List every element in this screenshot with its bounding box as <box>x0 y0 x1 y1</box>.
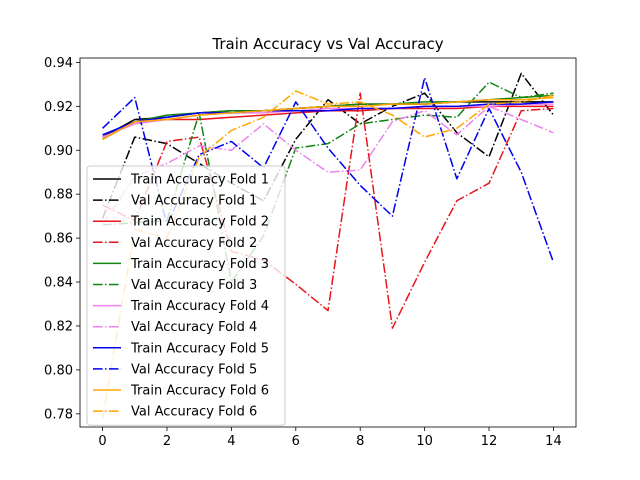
x-tick-label: 6 <box>292 434 300 449</box>
y-tick-label: 0.94 <box>44 56 73 71</box>
x-tick-label: 4 <box>227 434 235 449</box>
series-line-11 <box>102 96 554 140</box>
legend-label-3: Train Accuracy Fold 2 <box>130 215 269 230</box>
legend-label-5: Train Accuracy Fold 3 <box>130 257 269 272</box>
legend-label-12: Val Accuracy Fold 6 <box>131 405 257 420</box>
y-tick-label: 0.86 <box>44 232 73 247</box>
legend-label-6: Val Accuracy Fold 3 <box>131 278 257 293</box>
legend-label-10: Val Accuracy Fold 5 <box>131 362 257 377</box>
x-tick-label: 10 <box>416 434 433 449</box>
legend-label-4: Val Accuracy Fold 2 <box>131 236 257 251</box>
y-tick-label: 0.88 <box>44 188 73 203</box>
series-group <box>101 72 555 419</box>
legend-label-7: Train Accuracy Fold 4 <box>130 299 269 314</box>
series-line-12 <box>101 90 554 419</box>
chart-title: Train Accuracy vs Val Accuracy <box>211 35 443 53</box>
y-tick-label: 0.82 <box>44 319 73 334</box>
legend-label-2: Val Accuracy Fold 1 <box>131 194 257 209</box>
y-tick-label: 0.78 <box>44 407 73 422</box>
x-tick-label: 12 <box>481 434 498 449</box>
legend-box <box>86 165 286 426</box>
x-tick-label: 0 <box>98 434 106 449</box>
axes: 0 2 4 6 8 10 12 14 0.78 0.80 0.82 0.84 0.86 0.88 0.90 0… <box>44 56 577 449</box>
series-line-8 <box>101 105 554 226</box>
x-tick-label: 8 <box>356 434 364 449</box>
x-tick-label: 14 <box>545 434 562 449</box>
y-tick-label: 0.92 <box>44 100 73 115</box>
series-line-4 <box>102 92 554 329</box>
y-tick-label: 0.80 <box>44 363 73 378</box>
x-tick-label: 2 <box>163 434 171 449</box>
plot-area <box>101 72 555 419</box>
series-line-9 <box>102 101 554 136</box>
axes-frame <box>79 57 577 428</box>
y-tick-label: 0.90 <box>44 144 73 159</box>
legend-label-8: Val Accuracy Fold 4 <box>131 320 257 335</box>
series-line-2 <box>101 72 555 219</box>
y-tick-label: 0.84 <box>44 276 73 291</box>
legend-label-9: Train Accuracy Fold 5 <box>130 341 269 356</box>
legend: Train Accuracy Fold 1 Val Accuracy Fold 1… <box>86 165 286 426</box>
legend-label-1: Train Accuracy Fold 1 <box>130 173 269 188</box>
legend-label-11: Train Accuracy Fold 6 <box>130 384 269 399</box>
